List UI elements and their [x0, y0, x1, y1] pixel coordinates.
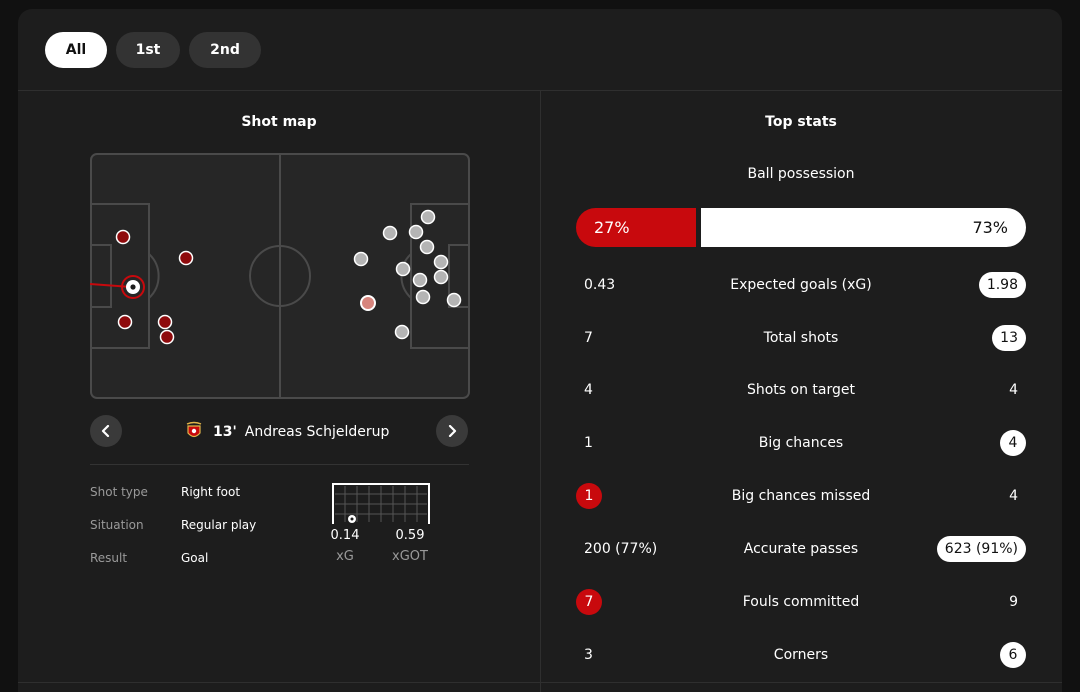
stat-label: Expected goals (xG): [730, 277, 872, 293]
goal-box-right: [448, 244, 470, 308]
away-shot-on-target: [360, 295, 376, 311]
stat-home-value: 1: [576, 483, 602, 509]
away-shot: [412, 272, 428, 288]
away-shot: [419, 239, 435, 255]
stat-label: Total shots: [763, 330, 839, 346]
stat-home-value: 3: [584, 647, 593, 663]
stat-label: Big chances: [758, 435, 844, 451]
shot-type-label: Shot type: [90, 485, 148, 499]
stat-row-xg: 0.43 Expected goals (xG) 1.98: [576, 271, 1026, 301]
stat-label: Fouls committed: [742, 594, 860, 610]
possession-label: Ball possession: [747, 166, 855, 182]
stat-row-shots-on-target: 4 Shots on target 4: [576, 376, 1026, 406]
stat-away-value: 9: [1009, 594, 1018, 610]
divider: [18, 682, 1062, 683]
period-tabs: All 1st 2nd: [45, 32, 261, 68]
home-shot: [178, 250, 194, 266]
stat-away-value: 6: [1000, 642, 1026, 668]
divider: [90, 464, 469, 465]
home-shot: [115, 229, 131, 245]
result-label: Result: [90, 551, 128, 565]
home-shot: [117, 314, 133, 330]
stat-row-big-chances-missed: 1 Big chances missed 4: [576, 482, 1026, 512]
stat-away-value: 1.98: [978, 272, 1026, 298]
stat-row-big-chances: 1 Big chances 4: [576, 429, 1026, 459]
top-stats-title: Top stats: [765, 114, 837, 130]
benfica-crest-icon: [186, 421, 202, 438]
stat-home-value: 7: [576, 589, 602, 615]
player-name[interactable]: Andreas Schjelderup: [244, 424, 390, 440]
chevron-right-icon: [448, 425, 457, 437]
away-shot: [353, 251, 369, 267]
possession-home-value: 27%: [594, 218, 630, 237]
selected-shot-ring: [121, 275, 145, 299]
away-shot: [395, 261, 411, 277]
divider: [18, 90, 1062, 91]
away-shot: [433, 269, 449, 285]
goal-frame-icon: [332, 483, 430, 524]
xg-value: 0.14: [330, 528, 360, 543]
xg-stat: 0.14 xG: [315, 528, 375, 564]
stat-label: Corners: [773, 647, 829, 663]
home-shot: [157, 314, 173, 330]
shot-details: Shot type Right foot Situation Regular p…: [90, 485, 256, 584]
shot-trajectory-line: [90, 283, 133, 288]
away-shot: [408, 224, 424, 240]
shot-map-title: Shot map: [241, 114, 317, 130]
shot-detail-row: Shot type Right foot: [90, 485, 256, 518]
xg-label: xG: [336, 549, 354, 564]
stat-home-value: 7: [584, 330, 593, 346]
stat-label: Shots on target: [746, 382, 855, 398]
situation-value: Regular play: [181, 518, 257, 532]
stat-row-accurate-passes: 200 (77%) Accurate passes 623 (91%): [576, 535, 1026, 565]
possession-away-bar: 73%: [701, 208, 1026, 247]
xgot-value: 0.59: [395, 528, 425, 543]
stat-away-value: 4: [1009, 382, 1018, 398]
selected-shot-player: 13' Andreas Schjelderup: [183, 421, 389, 443]
away-shot: [382, 225, 398, 241]
away-shot: [415, 289, 431, 305]
stat-label: Big chances missed: [731, 488, 871, 504]
shot-map-pitch: [90, 153, 470, 399]
xgot-label: xGOT: [392, 549, 428, 564]
stat-away-value: 13: [992, 325, 1026, 351]
stat-row-total-shots: 7 Total shots 13: [576, 324, 1026, 354]
tab-1st[interactable]: 1st: [116, 32, 180, 68]
stat-away-value: 623 (91%): [936, 536, 1026, 562]
goal-box-left: [90, 244, 112, 308]
tab-2nd[interactable]: 2nd: [189, 32, 261, 68]
previous-shot-button[interactable]: [90, 415, 122, 447]
stat-away-value: 4: [1000, 430, 1026, 456]
shot-minute: 13': [213, 424, 237, 440]
chevron-left-icon: [101, 425, 110, 437]
tab-all[interactable]: All: [45, 32, 107, 68]
shot-detail-row: Situation Regular play: [90, 518, 256, 551]
stat-away-value: 4: [1009, 488, 1018, 504]
divider: [540, 91, 541, 692]
shot-detail-row: Result Goal: [90, 551, 256, 584]
penalty-arc-left: [148, 253, 160, 299]
possession-away-value: 73%: [972, 218, 1008, 237]
stat-home-value: 0.43: [584, 277, 616, 293]
center-circle: [249, 245, 311, 307]
away-shot: [446, 292, 462, 308]
stat-row-corners: 3 Corners 6: [576, 641, 1026, 671]
stat-row-fouls-committed: 7 Fouls committed 9: [576, 588, 1026, 618]
stat-home-value: 200 (77%): [584, 541, 658, 557]
away-shot: [433, 254, 449, 270]
result-value: Goal: [181, 551, 209, 565]
home-shot: [159, 329, 175, 345]
match-stats-card: All 1st 2nd Shot map: [18, 9, 1062, 692]
stat-home-value: 4: [584, 382, 593, 398]
next-shot-button[interactable]: [436, 415, 468, 447]
away-shot: [394, 324, 410, 340]
away-shot: [420, 209, 436, 225]
stat-label: Accurate passes: [743, 541, 859, 557]
situation-label: Situation: [90, 518, 144, 532]
xgot-stat: 0.59 xGOT: [380, 528, 440, 564]
stat-home-value: 1: [584, 435, 593, 451]
possession-home-bar: 27%: [576, 208, 696, 247]
shot-type-value: Right foot: [181, 485, 241, 499]
